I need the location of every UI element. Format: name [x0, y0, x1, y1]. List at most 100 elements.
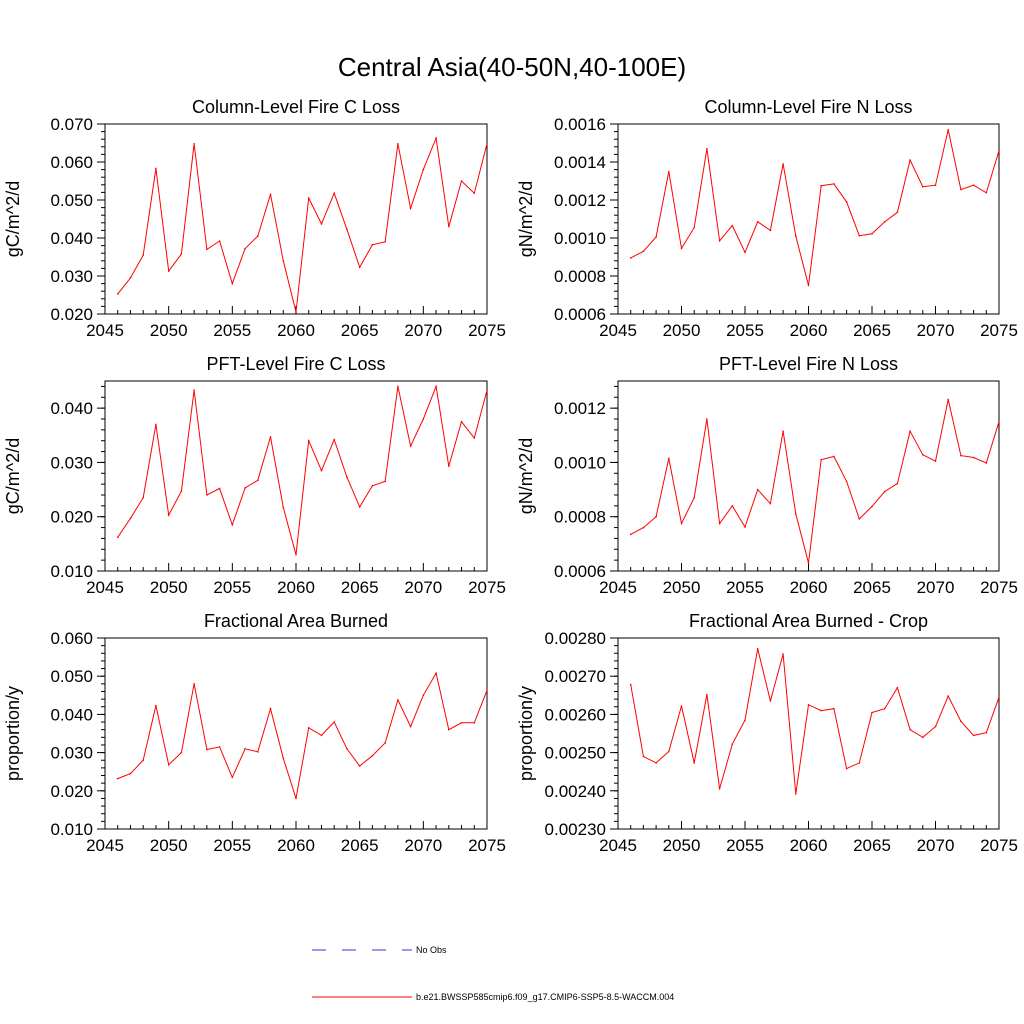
data-point — [384, 742, 386, 744]
panel-title: Fractional Area Burned — [204, 611, 388, 631]
data-point — [346, 747, 348, 750]
data-point — [397, 385, 399, 388]
data-point — [668, 170, 670, 173]
data-point — [422, 418, 425, 420]
data-point — [756, 221, 759, 223]
panel-title: Column-Level Fire C Loss — [192, 97, 400, 117]
data-point — [460, 722, 463, 724]
y-tick-label: 0.050 — [50, 191, 93, 210]
data-point — [486, 689, 488, 692]
data-point — [193, 389, 195, 392]
data-point — [934, 725, 937, 728]
x-tick-label: 2055 — [726, 836, 764, 855]
data-point — [693, 226, 695, 229]
x-tick-label: 2065 — [853, 321, 891, 340]
y-tick-label: 0.060 — [50, 629, 93, 648]
data-point — [718, 522, 721, 525]
y-tick-label: 0.070 — [50, 115, 93, 134]
x-tick-label: 2055 — [726, 578, 764, 597]
data-point — [231, 524, 234, 526]
data-point — [307, 439, 310, 442]
y-axis-label: gN/m^2/d — [516, 181, 536, 257]
data-point — [244, 747, 246, 750]
data-point — [985, 731, 988, 734]
data-point — [934, 460, 937, 462]
y-tick-label: 0.0012 — [554, 399, 606, 418]
data-point — [218, 746, 221, 748]
y-tick-label: 0.0008 — [554, 508, 606, 527]
data-point — [435, 385, 437, 388]
panel-title: Fractional Area Burned - Crop — [689, 611, 928, 631]
data-point — [680, 705, 683, 707]
data-point — [947, 695, 949, 697]
x-tick-label: 2060 — [790, 321, 828, 340]
data-point — [142, 254, 144, 256]
data-point — [972, 456, 975, 459]
y-tick-label: 0.010 — [50, 820, 93, 839]
data-point — [435, 672, 437, 674]
data-point — [448, 728, 450, 731]
data-point — [769, 502, 772, 505]
y-axis-label: gC/m^2/d — [3, 438, 23, 514]
y-tick-label: 0.0010 — [554, 229, 606, 248]
y-tick-label: 0.040 — [50, 705, 93, 724]
x-tick-label: 2075 — [980, 321, 1018, 340]
x-tick-label: 2045 — [86, 578, 124, 597]
data-point — [642, 755, 645, 758]
y-tick-label: 0.060 — [50, 153, 93, 172]
data-point — [706, 147, 708, 150]
data-point — [655, 515, 657, 518]
y-tick-label: 0.030 — [50, 267, 93, 286]
x-tick-label: 2045 — [599, 836, 637, 855]
data-point — [756, 488, 759, 491]
data-point — [333, 192, 336, 194]
data-point — [731, 224, 734, 227]
data-point — [397, 699, 399, 701]
data-point — [795, 235, 797, 237]
x-tick-label: 2045 — [599, 578, 637, 597]
series-line — [630, 129, 1000, 286]
x-tick-label: 2045 — [599, 321, 637, 340]
y-axis-label: gC/m^2/d — [3, 181, 23, 257]
data-point — [782, 653, 784, 655]
data-point — [409, 207, 412, 210]
data-point — [998, 696, 1000, 699]
data-point — [218, 487, 221, 490]
data-point — [820, 458, 822, 461]
data-point — [167, 270, 170, 272]
x-tick-label: 2055 — [213, 578, 251, 597]
x-tick-label: 2050 — [663, 836, 701, 855]
data-point — [206, 494, 208, 496]
data-point — [155, 423, 157, 426]
x-tick-label: 2070 — [917, 578, 955, 597]
y-tick-label: 0.030 — [50, 453, 93, 472]
x-tick-label: 2050 — [150, 836, 188, 855]
data-point — [129, 772, 132, 775]
data-point — [845, 201, 848, 203]
data-point — [896, 686, 899, 689]
panel-title: PFT-Level Fire C Loss — [206, 354, 385, 374]
data-point — [820, 184, 822, 187]
data-point — [269, 193, 272, 196]
data-point — [706, 418, 708, 420]
data-point — [909, 159, 911, 161]
x-tick-label: 2050 — [150, 321, 188, 340]
x-tick-label: 2060 — [277, 578, 315, 597]
data-point — [629, 257, 632, 259]
y-tick-label: 0.0006 — [554, 562, 606, 581]
data-point — [782, 163, 784, 165]
data-point — [731, 505, 734, 507]
x-tick-label: 2060 — [790, 578, 828, 597]
data-point — [180, 490, 183, 493]
data-point — [807, 704, 810, 706]
y-tick-label: 0.030 — [50, 744, 93, 763]
data-point — [896, 211, 899, 214]
data-point — [947, 398, 949, 401]
data-point — [269, 436, 272, 438]
x-tick-label: 2065 — [853, 578, 891, 597]
data-point — [756, 647, 759, 650]
x-tick-label: 2070 — [404, 578, 442, 597]
data-point — [397, 142, 399, 145]
data-point — [116, 777, 119, 780]
data-point — [180, 253, 183, 255]
